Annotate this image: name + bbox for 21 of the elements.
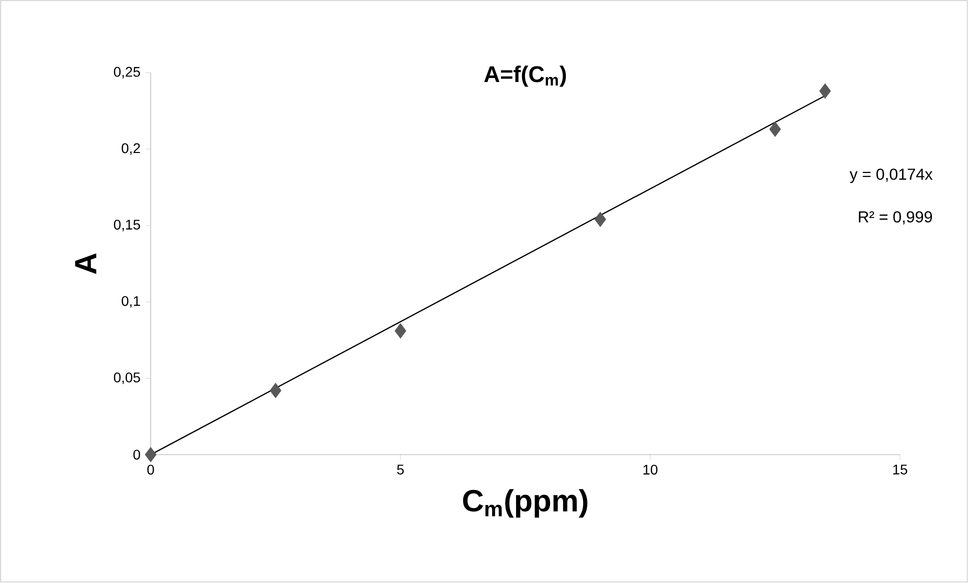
x-tick-label: 5	[397, 464, 404, 475]
y-tick-label: 0,15	[114, 220, 140, 232]
annotation: R² = 0,999	[858, 211, 932, 225]
y-tick-label: 0,1	[122, 296, 140, 308]
x-axis-title: C$_{m}$(ppm)	[463, 489, 588, 518]
annotation: y = 0,0174x	[850, 168, 933, 184]
y-tick-label: 0	[133, 450, 140, 460]
y-axis-title: A	[75, 254, 96, 274]
point	[819, 84, 831, 99]
y-tick-label: 0,2	[122, 143, 140, 156]
x-tick-label: 10	[644, 464, 658, 475]
point	[144, 447, 156, 462]
chart-title: A=f(C$_{m}$)	[484, 66, 566, 87]
point	[594, 212, 606, 228]
x-tick-label: 0	[147, 464, 154, 475]
x-tick-label: 15	[893, 464, 908, 475]
point	[769, 122, 781, 137]
y-tick-label: 0,25	[114, 67, 140, 79]
y-tick-label: 0,05	[114, 372, 140, 384]
point	[394, 323, 406, 339]
point	[270, 383, 282, 398]
